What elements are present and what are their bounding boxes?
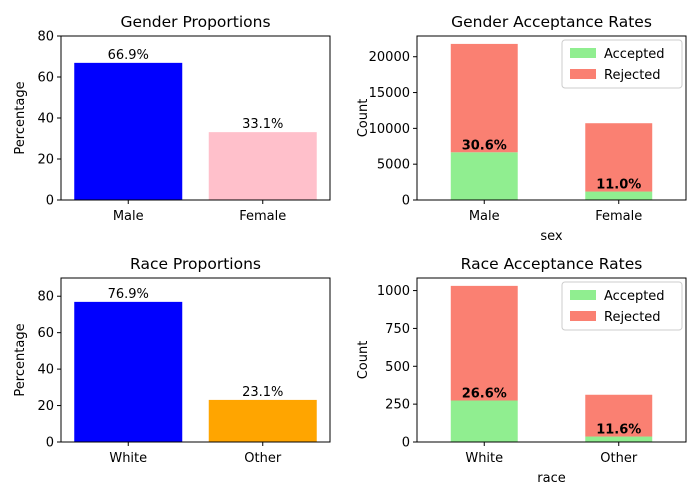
x-tick-label: Male xyxy=(469,209,500,224)
chart-2: 30.6% 11.0% 0 5000 10000 15000 20000 Male Female… xyxy=(356,13,687,244)
data-label: 76.9% xyxy=(108,287,149,302)
legend-label-rejected: Rejected xyxy=(604,310,661,325)
legend-label-rejected: Rejected xyxy=(604,68,661,83)
data-label: 66.9% xyxy=(108,48,149,63)
rate-label: 11.0% xyxy=(596,178,641,193)
bar-white-rejected xyxy=(450,285,518,401)
y-tick-label: 80 xyxy=(37,30,54,45)
axes-frame xyxy=(60,277,331,443)
bar-male-rejected xyxy=(450,43,518,153)
y-tick-label: 10000 xyxy=(369,122,410,137)
legend-swatch-accepted xyxy=(570,48,596,58)
bar-female-accepted xyxy=(585,191,653,200)
rate-label: 26.6% xyxy=(462,387,507,402)
x-tick-label: Female xyxy=(595,209,642,224)
x-axis-label: sex xyxy=(540,229,563,244)
y-tick-label: 750 xyxy=(385,322,410,337)
y-tick-label: 0 xyxy=(46,436,54,451)
x-tick-label: White xyxy=(109,451,147,466)
y-tick-label: 1000 xyxy=(377,284,410,299)
legend-swatch-accepted xyxy=(570,290,596,300)
y-tick-label: 20 xyxy=(37,153,54,168)
chart-title: Gender Proportions xyxy=(120,13,270,31)
rate-label: 11.6% xyxy=(596,423,641,438)
y-tick-label: 60 xyxy=(37,326,54,341)
y-axis-label: Percentage xyxy=(13,323,28,396)
chart-title: Gender Acceptance Rates xyxy=(451,13,652,31)
y-tick-label: 40 xyxy=(37,112,54,127)
x-tick-label: Female xyxy=(239,209,286,224)
chart-title: Race Acceptance Rates xyxy=(461,255,643,273)
x-tick-label: White xyxy=(465,451,503,466)
y-axis-label: Count xyxy=(356,341,371,380)
bar-male-accepted xyxy=(450,152,518,200)
data-label: 23.1% xyxy=(242,385,283,400)
chart-4: 26.6% 11.6% 0 250 500 750 1000 White Other Race A… xyxy=(356,255,687,486)
chart-title: Race Proportions xyxy=(130,255,261,273)
y-axis-label: Percentage xyxy=(13,81,28,154)
legend: Accepted Rejected xyxy=(561,39,683,89)
legend-label-accepted: Accepted xyxy=(604,47,665,62)
y-tick-label: 5000 xyxy=(377,158,410,173)
x-tick-label: Other xyxy=(244,451,282,466)
y-tick-label: 20 xyxy=(37,399,54,414)
y-tick-label: 0 xyxy=(402,194,410,209)
bar-other-rejected xyxy=(585,394,653,437)
bar-other-accepted xyxy=(585,436,653,442)
legend-swatch-rejected xyxy=(570,311,596,321)
y-tick-label: 15000 xyxy=(369,86,410,101)
x-tick-label: Male xyxy=(113,209,144,224)
chart-3: 76.9% 23.1% 0 20 40 60 80 White Other Race Propor… xyxy=(13,255,331,466)
chart-1: 66.9% 33.1% 0 20 40 60 80 Male Female Gender Prop… xyxy=(13,13,331,224)
y-tick-label: 20000 xyxy=(369,50,410,65)
bar-male xyxy=(74,62,183,201)
bar-white-accepted xyxy=(450,400,518,442)
bar-white xyxy=(74,301,183,442)
legend: Accepted Rejected xyxy=(561,281,683,331)
data-label: 33.1% xyxy=(242,117,283,132)
legend-swatch-rejected xyxy=(570,69,596,79)
y-axis-label: Count xyxy=(356,99,371,138)
bar-female-rejected xyxy=(585,123,653,192)
y-tick-label: 0 xyxy=(46,194,54,209)
y-tick-label: 60 xyxy=(37,71,54,86)
y-tick-label: 250 xyxy=(385,398,410,413)
y-tick-label: 500 xyxy=(385,360,410,375)
axes-frame xyxy=(416,35,687,201)
x-tick-label: Other xyxy=(600,451,638,466)
x-axis-label: race xyxy=(537,471,565,486)
bar-female xyxy=(208,132,317,200)
axes-frame xyxy=(416,277,687,443)
legend-label-accepted: Accepted xyxy=(604,289,665,304)
y-tick-label: 0 xyxy=(402,436,410,451)
y-tick-label: 40 xyxy=(37,363,54,378)
bar-other xyxy=(208,399,317,442)
rate-label: 30.6% xyxy=(462,138,507,153)
y-tick-label: 80 xyxy=(37,290,54,305)
